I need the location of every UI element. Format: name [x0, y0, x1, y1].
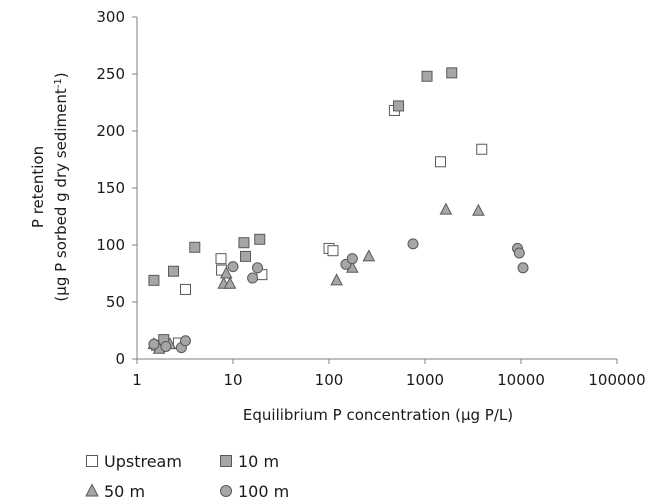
legend-marker: [86, 455, 98, 467]
data-point: [434, 156, 446, 168]
y-tick-label: 0: [115, 350, 125, 368]
data-point: [346, 253, 358, 265]
data-point: [327, 245, 339, 257]
data-point: [254, 233, 266, 245]
y-axis-title-line1: P retention: [29, 146, 47, 228]
y-tick-label: 100: [96, 236, 125, 254]
data-point: [517, 262, 529, 274]
data-point: [362, 249, 376, 262]
data-point: [439, 202, 453, 215]
legend: Upstream 10 m 50 m 100 m: [85, 452, 289, 501]
legend-marker: [85, 483, 99, 497]
series-triangle: [147, 202, 485, 354]
axes: 0 50 100 150 200 250 300 1 10 100 1000 10000 100000: [96, 8, 645, 389]
data-point: [446, 67, 458, 79]
x-tick-label: 10: [223, 371, 242, 389]
data-points: [147, 67, 529, 354]
series-circle: [148, 238, 529, 354]
data-point: [247, 272, 259, 284]
series-square: [151, 104, 488, 351]
data-point: [240, 250, 252, 262]
legend-label: 10 m: [238, 452, 279, 471]
data-point: [168, 265, 180, 277]
y-axis-title-line2: (µg P sorbed g dry sediment-1): [52, 72, 70, 301]
data-point: [219, 266, 233, 279]
data-point: [513, 247, 525, 259]
y-tick-label: 300: [96, 8, 125, 26]
x-tick-label: 1000: [406, 371, 444, 389]
legend-label: 50 m: [104, 482, 145, 501]
data-point: [215, 253, 227, 265]
data-point: [252, 262, 264, 274]
legend-item: 100 m: [220, 482, 289, 501]
legend-label: 100 m: [238, 482, 289, 501]
data-point: [393, 100, 405, 112]
data-point: [421, 70, 433, 82]
y-tick-label: 150: [96, 179, 125, 197]
legend-item: 50 m: [85, 482, 145, 501]
data-point: [227, 261, 239, 273]
x-tick-label: 100000: [588, 371, 645, 389]
data-point: [148, 338, 160, 350]
x-tick-label: 10000: [497, 371, 545, 389]
data-point: [148, 274, 160, 286]
legend-marker: [220, 485, 232, 497]
y-tick-label: 50: [106, 293, 125, 311]
legend-item: Upstream: [86, 452, 182, 471]
legend-label: Upstream: [104, 452, 182, 471]
data-point: [179, 335, 191, 347]
data-point: [160, 340, 172, 352]
legend-item: 10 m: [220, 452, 279, 471]
data-point: [179, 283, 191, 295]
data-point: [407, 238, 419, 250]
x-axis-title: Equilibrium P concentration (µg P/L): [243, 406, 513, 424]
y-axis-title: P retention (µg P sorbed g dry sediment-…: [29, 72, 70, 301]
data-point: [238, 237, 250, 249]
data-point: [189, 241, 201, 253]
legend-marker: [220, 455, 232, 467]
y-tick-label: 200: [96, 122, 125, 140]
series-square: [148, 67, 458, 346]
data-point: [330, 273, 343, 286]
data-point: [223, 276, 237, 289]
data-point: [472, 203, 485, 216]
x-tick-label: 1: [132, 371, 142, 389]
y-tick-label: 250: [96, 65, 125, 83]
data-point: [476, 143, 488, 155]
x-tick-label: 100: [315, 371, 344, 389]
